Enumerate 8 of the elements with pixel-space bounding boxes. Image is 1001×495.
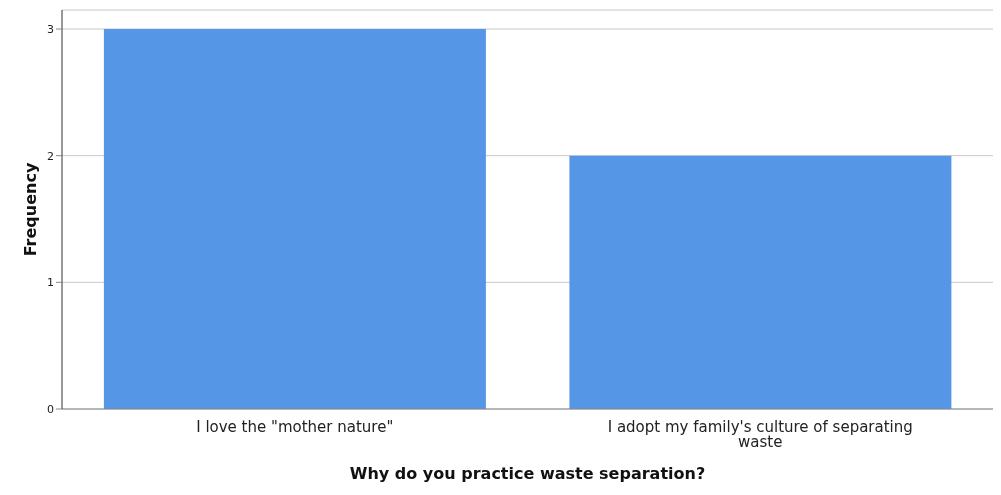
y-tick-label: 3: [47, 22, 54, 36]
y-tick-label: 1: [47, 276, 54, 290]
x-axis-title: Why do you practice waste separation?: [349, 464, 706, 483]
x-tick-label: I love the "mother nature": [196, 417, 394, 436]
y-tick-label: 0: [47, 402, 54, 416]
y-axis-title: Frequency: [20, 162, 40, 257]
y-tick-label: 2: [47, 149, 54, 163]
x-tick-label: I adopt my family's culture of separating waste: [607, 417, 913, 451]
